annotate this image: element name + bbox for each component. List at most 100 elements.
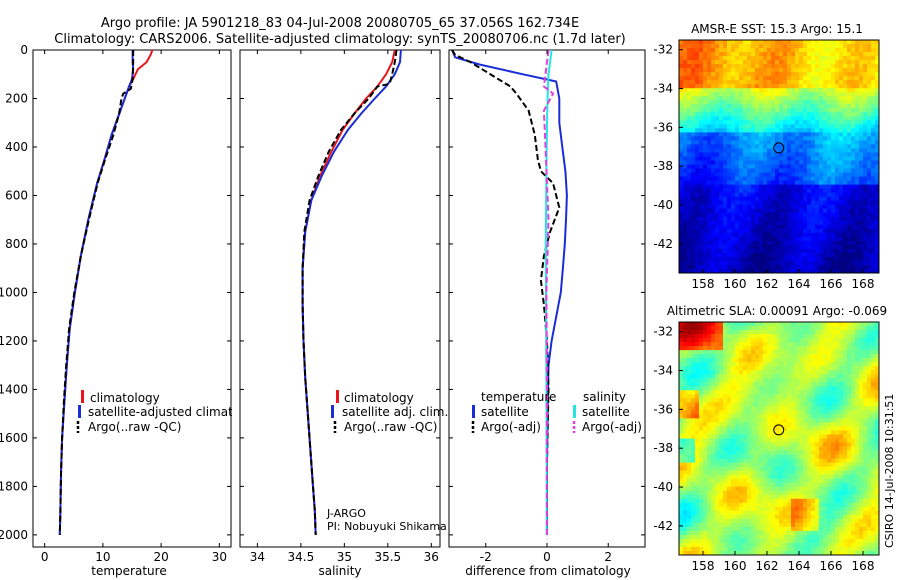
map-cell bbox=[827, 192, 832, 198]
map-cell bbox=[707, 208, 712, 214]
map-cell bbox=[859, 164, 864, 169]
map-cell bbox=[755, 148, 760, 153]
map-cell bbox=[739, 430, 744, 435]
map-cell bbox=[711, 362, 716, 367]
map-cell bbox=[835, 244, 840, 250]
map-cell bbox=[863, 180, 868, 186]
map-cell bbox=[819, 220, 824, 226]
map-cell bbox=[691, 188, 696, 194]
map-cell bbox=[799, 236, 804, 242]
map-cell bbox=[723, 458, 728, 464]
map-cell bbox=[795, 48, 800, 53]
map-cell bbox=[795, 346, 800, 351]
map-cell bbox=[823, 180, 828, 186]
map-cell bbox=[867, 132, 872, 137]
map-cell bbox=[763, 104, 768, 109]
map-cell bbox=[707, 410, 712, 415]
map-cell bbox=[739, 68, 744, 73]
map-cell bbox=[843, 450, 848, 455]
map-cell bbox=[875, 326, 880, 331]
float-pi-label: PI: Nobuyuki Shikama bbox=[327, 520, 447, 533]
map-cell bbox=[707, 346, 712, 351]
map-cell bbox=[867, 426, 872, 431]
map-cell bbox=[867, 354, 872, 359]
map-cell bbox=[795, 160, 800, 165]
map-cell bbox=[755, 184, 760, 190]
map-cell bbox=[679, 108, 684, 113]
map-cell bbox=[751, 48, 756, 53]
map-cell bbox=[839, 60, 844, 65]
map-cell bbox=[727, 152, 732, 157]
map-cell bbox=[715, 334, 720, 339]
map-cell bbox=[779, 438, 784, 443]
map-cell bbox=[743, 330, 748, 335]
map-cell bbox=[775, 180, 780, 186]
map-cell bbox=[783, 208, 788, 214]
map-cell bbox=[783, 160, 788, 165]
map-cell bbox=[723, 156, 728, 161]
map-cell bbox=[699, 188, 704, 194]
map-cell bbox=[823, 342, 828, 347]
map-cell bbox=[755, 144, 760, 149]
map-cell bbox=[811, 96, 816, 101]
map-cell bbox=[763, 136, 768, 141]
map-cell bbox=[783, 358, 788, 363]
map-cell bbox=[835, 92, 840, 97]
map-cell bbox=[719, 68, 724, 73]
map-cell bbox=[707, 96, 712, 101]
map-cell bbox=[679, 152, 684, 157]
map-cell bbox=[835, 168, 840, 173]
map-cell bbox=[735, 342, 740, 347]
map-cell bbox=[783, 462, 788, 468]
map-cell bbox=[831, 382, 836, 387]
map-cell bbox=[863, 228, 868, 234]
map-cell bbox=[711, 224, 716, 230]
map-cell bbox=[691, 152, 696, 157]
map-cell bbox=[843, 224, 848, 230]
map-cell bbox=[863, 350, 868, 355]
map-cell bbox=[807, 220, 812, 226]
float-program-label: J-ARGO bbox=[326, 507, 366, 520]
map-cell bbox=[867, 176, 872, 182]
map-cell bbox=[851, 434, 856, 439]
map-cell bbox=[711, 100, 716, 105]
map-cell bbox=[775, 156, 780, 161]
map-cell bbox=[835, 68, 840, 73]
map-cell bbox=[799, 152, 804, 157]
map-cell bbox=[763, 212, 768, 218]
map-cell bbox=[759, 40, 764, 45]
map-cell bbox=[763, 252, 768, 258]
map-cell bbox=[779, 40, 784, 45]
map-cell bbox=[755, 450, 760, 455]
map-cell bbox=[859, 88, 864, 93]
map-cell bbox=[795, 212, 800, 218]
map-cell bbox=[791, 80, 796, 85]
map-cell bbox=[819, 136, 824, 141]
map-cell bbox=[843, 418, 848, 423]
map-cell bbox=[747, 100, 752, 105]
map-cell bbox=[815, 148, 820, 153]
map-cell bbox=[751, 200, 756, 206]
map-cell bbox=[751, 108, 756, 113]
map-cell bbox=[703, 52, 708, 57]
map-cell bbox=[747, 236, 752, 242]
map-cell bbox=[807, 402, 812, 407]
map-cell bbox=[711, 72, 716, 77]
map-cell bbox=[735, 136, 740, 141]
map-cell bbox=[795, 56, 800, 61]
map-cell bbox=[727, 370, 732, 375]
map-cell bbox=[831, 132, 836, 137]
map-cell bbox=[783, 338, 788, 343]
map-cell bbox=[855, 116, 860, 121]
map-cell bbox=[755, 164, 760, 169]
map-cell bbox=[787, 450, 792, 455]
map-cell bbox=[847, 378, 852, 383]
map-cell bbox=[791, 422, 796, 427]
map-cell bbox=[799, 124, 804, 129]
map-cell bbox=[727, 108, 732, 113]
map-cell bbox=[735, 426, 740, 431]
map-cell bbox=[859, 48, 864, 53]
map-cell bbox=[687, 128, 692, 133]
map-cell bbox=[747, 188, 752, 194]
map-cell bbox=[807, 180, 812, 186]
